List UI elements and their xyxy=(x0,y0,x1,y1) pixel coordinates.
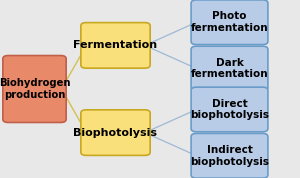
Text: Indirect
biophotolysis: Indirect biophotolysis xyxy=(190,145,269,167)
Text: Dark
fermentation: Dark fermentation xyxy=(191,58,268,79)
Text: Photo
fermentation: Photo fermentation xyxy=(191,11,268,33)
FancyBboxPatch shape xyxy=(191,46,268,91)
Text: Fermentation: Fermentation xyxy=(74,40,158,50)
FancyBboxPatch shape xyxy=(191,87,268,132)
Text: Biohydrogen
production: Biohydrogen production xyxy=(0,78,70,100)
Text: Direct
biophotolysis: Direct biophotolysis xyxy=(190,99,269,120)
FancyBboxPatch shape xyxy=(81,23,150,68)
FancyBboxPatch shape xyxy=(81,110,150,155)
FancyBboxPatch shape xyxy=(191,0,268,45)
Text: Biophotolysis: Biophotolysis xyxy=(74,128,158,138)
FancyBboxPatch shape xyxy=(3,56,66,122)
FancyBboxPatch shape xyxy=(191,134,268,178)
